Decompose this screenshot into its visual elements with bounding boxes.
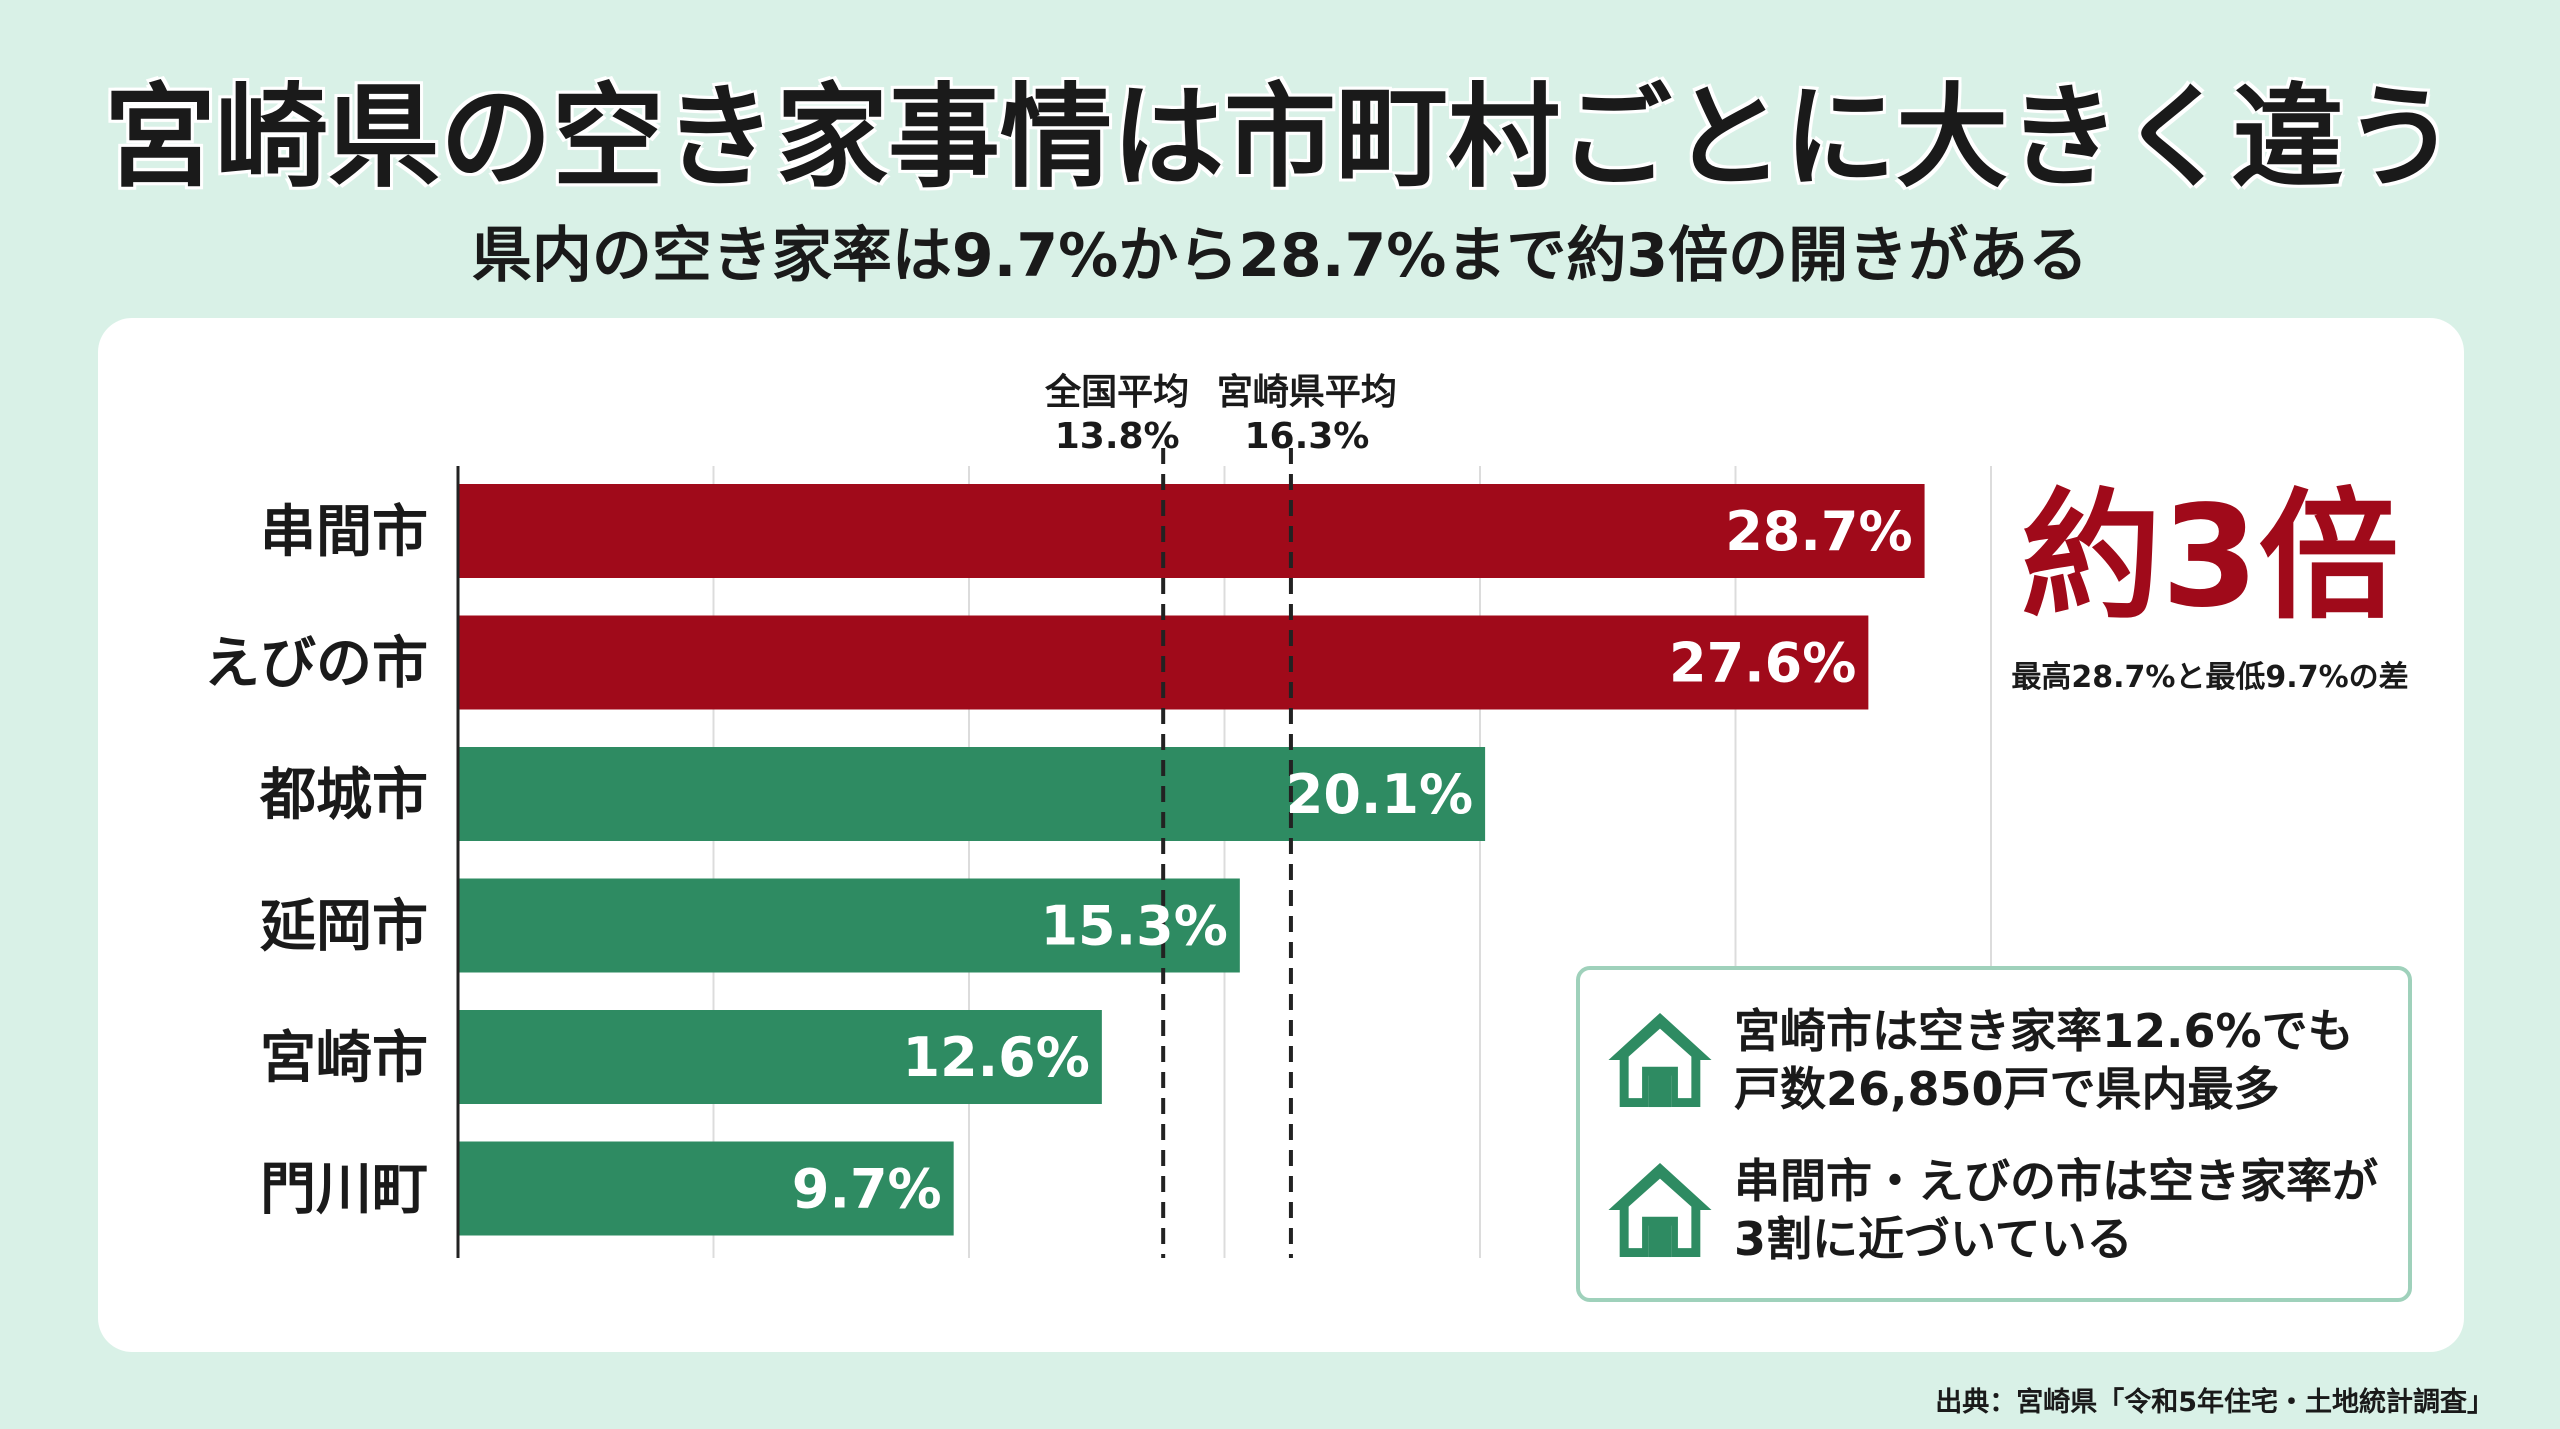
category-label: 都城市 (259, 763, 428, 828)
bar (458, 1010, 1102, 1104)
house-icon (1608, 1013, 1712, 1108)
ratio-callout-note: 最高28.7%と最低9.7%の差 (2011, 660, 2409, 695)
category-label: えびの市 (204, 632, 428, 697)
reference-line-value: 13.8% (1055, 416, 1180, 457)
data-label: 20.1% (1286, 763, 1473, 826)
bar (458, 878, 1240, 973)
page-subtitle: 県内の空き家率は9.7%から28.7%まで約3倍の開きがある (471, 221, 2089, 291)
category-label: 門川町 (260, 1158, 428, 1223)
data-label: 9.7% (792, 1158, 942, 1221)
data-label: 27.6% (1669, 632, 1856, 695)
note-line: 宮崎市は空き家率12.6%でも (1734, 1004, 2354, 1058)
ratio-callout: 約3倍 (2021, 476, 2399, 639)
reference-line-name: 宮崎県平均 (1217, 372, 1397, 413)
source-note: 出典：宮崎県「令和5年住宅・土地統計調査」 (1935, 1387, 2494, 1418)
reference-line-name: 全国平均 (1044, 371, 1189, 413)
data-label: 28.7% (1725, 500, 1912, 563)
data-label: 12.6% (903, 1026, 1090, 1089)
note-item: 串間市・えびの市は空き家率が 3割に近づいている (1604, 1152, 2394, 1269)
notes-box: 宮崎市は空き家率12.6%でも 戸数26,850戸で県内最多 串間市・えびの市は… (1576, 966, 2412, 1302)
note-text: 宮崎市は空き家率12.6%でも 戸数26,850戸で県内最多 (1734, 1002, 2354, 1119)
note-line: 3割に近づいている (1734, 1212, 2133, 1267)
note-line: 串間市・えびの市は空き家率が (1734, 1154, 2378, 1208)
page-title: 宮崎県の空き家事情は市町村ごとに大きく違う (104, 73, 2456, 203)
note-line: 戸数26,850戸で県内最多 (1734, 1062, 2280, 1117)
category-label: 宮崎市 (260, 1026, 428, 1091)
bar (458, 747, 1486, 841)
note-text: 串間市・えびの市は空き家率が 3割に近づいている (1734, 1152, 2378, 1269)
note-item: 宮崎市は空き家率12.6%でも 戸数26,850戸で県内最多 (1604, 1002, 2394, 1119)
category-label: 延岡市 (260, 895, 428, 960)
reference-line-value: 16.3% (1244, 416, 1369, 457)
data-label: 15.3% (1040, 895, 1227, 958)
bar (458, 484, 1925, 578)
category-label: 串間市 (260, 500, 428, 565)
house-icon (1608, 1163, 1712, 1258)
bar (458, 1141, 954, 1236)
